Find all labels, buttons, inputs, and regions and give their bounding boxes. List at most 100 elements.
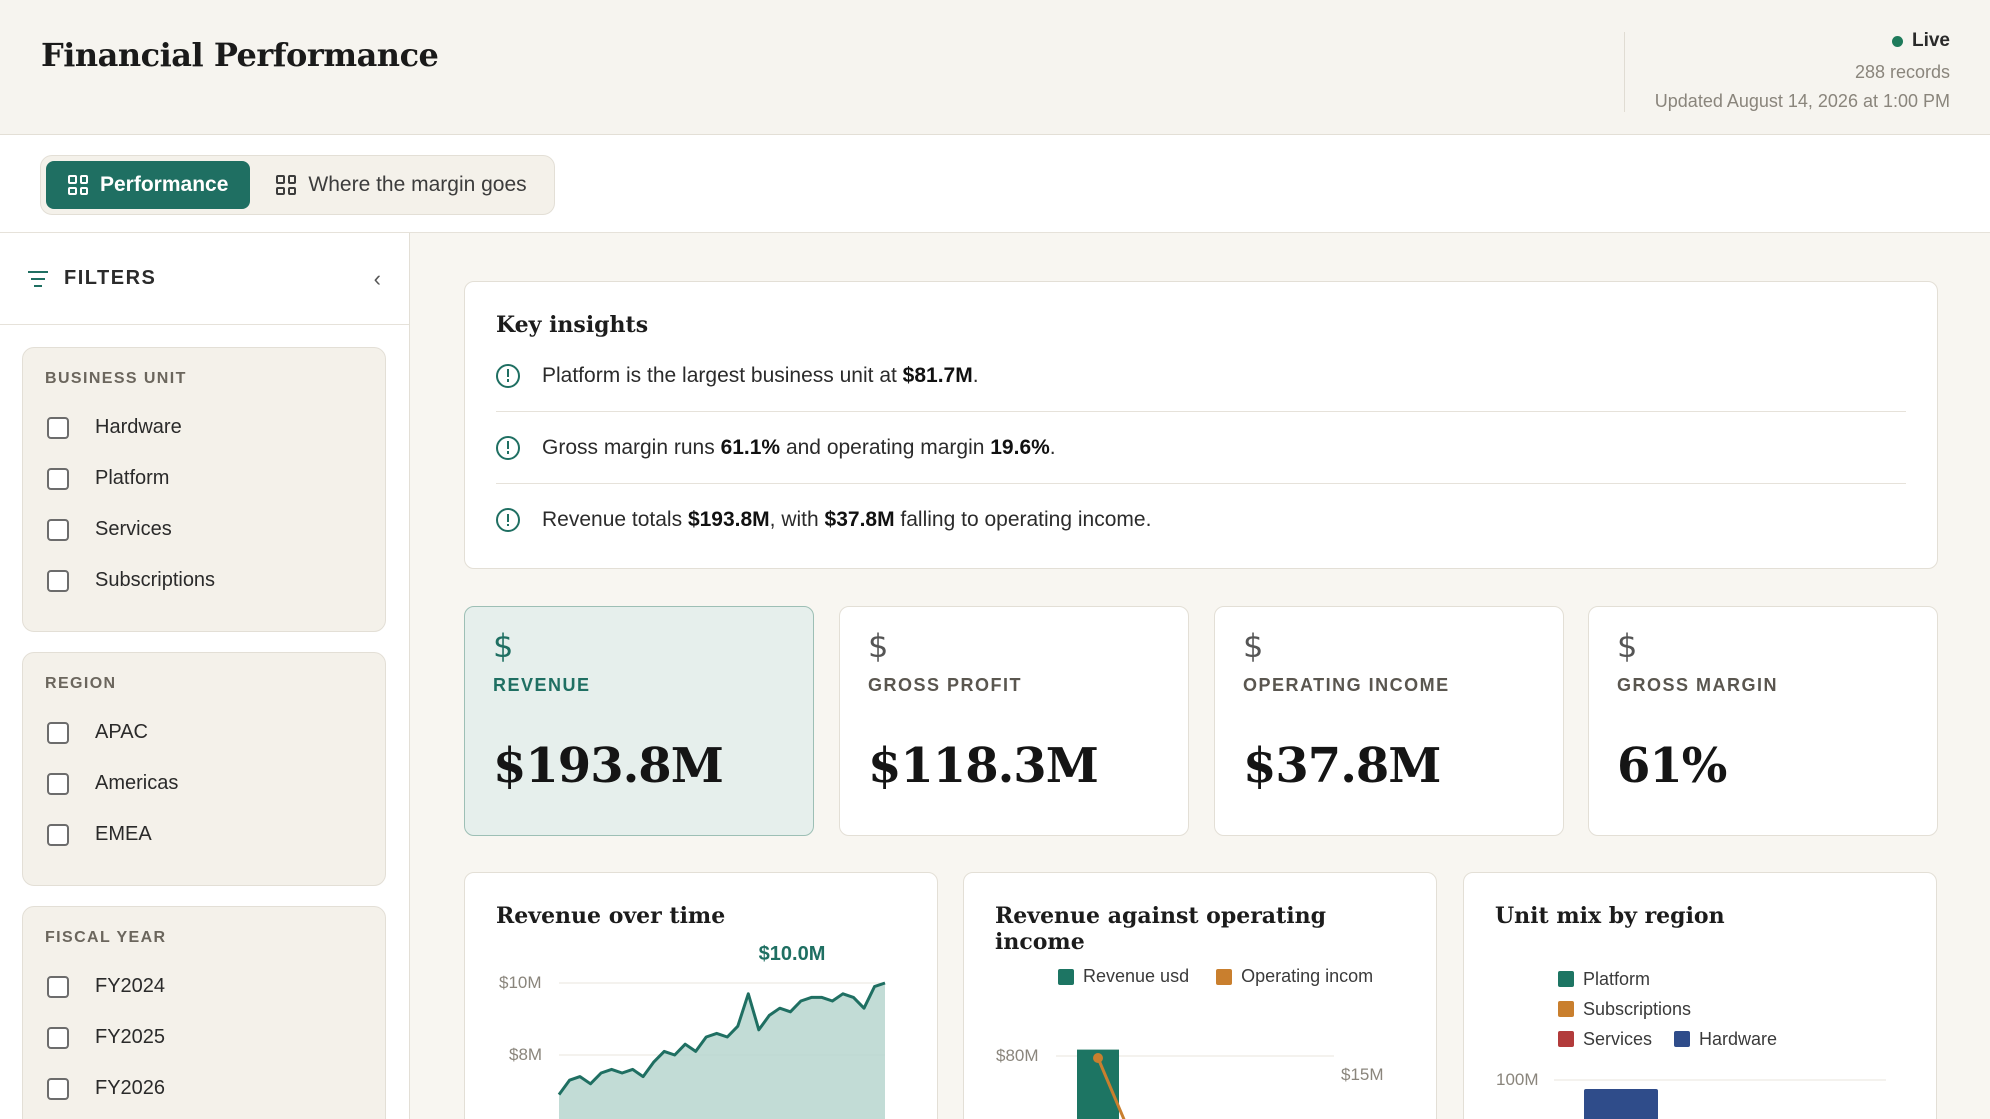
live-label: Live <box>1911 30 1950 51</box>
alert-circle-icon <box>496 435 520 460</box>
insight-item: Platform is the largest business unit at… <box>496 340 1906 412</box>
tab-group: Performance Where the margin goes <box>40 155 555 215</box>
filter-option-fy2025[interactable]: FY2025 <box>45 1012 363 1063</box>
operating-income-point <box>1093 1053 1103 1063</box>
chart-title: Revenue over time <box>496 903 726 929</box>
checkbox[interactable] <box>47 1026 69 1049</box>
insights-title: Key insights <box>496 312 649 338</box>
revenue-line <box>557 981 886 1096</box>
main-content: Key insights Platform is the largest bus… <box>411 233 1990 1119</box>
live-status: Live <box>1655 30 1950 52</box>
checkbox[interactable] <box>47 416 69 439</box>
chart-unit-mix-by-region: Unit mix by region Platform Subscription… <box>1463 872 1937 1119</box>
y-tick-label-right: $15M <box>1341 1065 1384 1084</box>
chart-title: Unit mix by region <box>1495 903 1725 929</box>
peak-value-label: $10.0M <box>759 943 826 965</box>
filter-option-apac[interactable]: APAC <box>45 707 363 758</box>
legend-item: Services <box>1558 1025 1652 1053</box>
filter-option-platform[interactable]: Platform <box>45 453 363 504</box>
filter-icon <box>28 270 48 287</box>
option-label: Services <box>95 518 172 540</box>
legend-item: Operating incom <box>1216 966 1373 987</box>
filter-option-subscriptions[interactable]: Subscriptions <box>45 555 363 606</box>
grid-icon <box>68 175 88 195</box>
checkbox[interactable] <box>47 772 69 795</box>
checkbox[interactable] <box>47 975 69 998</box>
y-tick-label: $8M <box>509 1045 542 1064</box>
record-count: 288 records <box>1854 62 1950 82</box>
chevron-left-icon[interactable]: ‹ <box>373 265 381 291</box>
filter-group-title: FISCAL YEAR <box>45 929 167 946</box>
kpi-card-revenue[interactable]: $ REVENUE $193.8M <box>464 606 814 836</box>
filter-group-region: REGION APAC Americas EMEA <box>22 652 386 886</box>
filter-group-title: REGION <box>45 675 117 692</box>
checkbox[interactable] <box>47 1077 69 1100</box>
operating-income-line <box>1096 1057 1126 1119</box>
stacked-bar-chart-svg: 100M <box>1496 1070 1886 1119</box>
insight-item: Revenue totals $193.8M, with $37.8M fall… <box>496 484 1906 556</box>
tab-where-the-margin-goes[interactable]: Where the margin goes <box>254 161 548 209</box>
updated-timestamp: Updated August 14, 2026 at 1:00 PM <box>1654 91 1950 111</box>
dollar-icon: $ <box>868 627 889 665</box>
legend-swatch <box>1216 968 1233 985</box>
y-tick-label: 100M <box>1496 1070 1539 1089</box>
checkbox[interactable] <box>47 569 69 592</box>
legend-item: Platform <box>1558 965 1650 993</box>
header-divider <box>1624 32 1625 112</box>
kpi-card-operating-income[interactable]: $ OPERATING INCOME $37.8M <box>1214 606 1564 836</box>
dollar-icon: $ <box>1617 627 1638 665</box>
key-insights-card: Key insights Platform is the largest bus… <box>464 281 1938 569</box>
legend-item: Hardware <box>1674 1025 1777 1053</box>
area-chart-svg: $10M $8M $10.0M <box>499 943 886 1119</box>
chart-title: Revenue against operating income <box>995 903 1326 955</box>
dollar-icon: $ <box>1243 627 1264 665</box>
filters-header: FILTERS ‹ <box>0 233 409 325</box>
filter-option-americas[interactable]: Americas <box>45 758 363 809</box>
app-header: Financial Performance Live 288 records U… <box>0 0 1990 135</box>
y-tick-label: $10M <box>499 973 542 992</box>
checkbox[interactable] <box>47 467 69 490</box>
chart-revenue-vs-operating-income: Revenue against operating income Revenue… <box>963 872 1437 1119</box>
kpi-card-gross-profit[interactable]: $ GROSS PROFIT $118.3M <box>839 606 1189 836</box>
legend-item: Revenue usd <box>1058 966 1189 987</box>
filter-option-fy2024[interactable]: FY2024 <box>45 961 363 1012</box>
status-meta: Live 288 records Updated August 14, 2026… <box>1655 30 1950 112</box>
tab-bar: Performance Where the margin goes <box>0 135 1990 233</box>
kpi-label: OPERATING INCOME <box>1243 675 1450 695</box>
checkbox[interactable] <box>47 518 69 541</box>
option-label: FY2026 <box>95 1077 166 1099</box>
page-title: Financial Performance <box>41 36 439 74</box>
kpi-value: $37.8M <box>1243 738 1441 794</box>
legend-swatch <box>1558 971 1574 987</box>
filter-option-emea[interactable]: EMEA <box>45 809 363 860</box>
kpi-label: GROSS PROFIT <box>868 675 1023 695</box>
option-label: Hardware <box>95 416 182 438</box>
chart-legend: Platform Subscriptions Services Hardware <box>1558 965 1858 1055</box>
tab-performance[interactable]: Performance <box>46 161 251 209</box>
y-tick-label: $80M <box>996 1046 1039 1065</box>
filter-group-title: BUSINESS UNIT <box>45 370 187 387</box>
legend-swatch <box>1558 1031 1574 1047</box>
option-label: EMEA <box>95 823 152 845</box>
filter-option-fy2026[interactable]: FY2026 <box>45 1063 363 1114</box>
option-label: Subscriptions <box>95 569 216 591</box>
kpi-value: 61% <box>1617 738 1727 794</box>
filter-option-hardware[interactable]: Hardware <box>45 402 363 453</box>
legend-item: Subscriptions <box>1558 995 1691 1023</box>
hardware-bar-segment <box>1584 1089 1658 1119</box>
option-label: APAC <box>95 721 148 743</box>
option-label: FY2025 <box>95 1026 166 1048</box>
kpi-card-gross-margin[interactable]: $ GROSS MARGIN 61% <box>1588 606 1938 836</box>
legend-swatch <box>1558 1001 1574 1017</box>
alert-circle-icon <box>496 363 520 388</box>
filters-sidebar: FILTERS ‹ BUSINESS UNIT Hardware Platfor… <box>0 233 410 1119</box>
option-label: Platform <box>95 467 170 489</box>
live-dot-icon <box>1891 35 1903 47</box>
checkbox[interactable] <box>47 823 69 846</box>
kpi-value: $193.8M <box>493 738 724 794</box>
filter-option-services[interactable]: Services <box>45 504 363 555</box>
combo-chart-svg: $80M $15M <box>996 1046 1384 1119</box>
tab-label: Where the margin goes <box>308 173 527 196</box>
checkbox[interactable] <box>47 721 69 744</box>
grid-icon <box>276 175 297 195</box>
